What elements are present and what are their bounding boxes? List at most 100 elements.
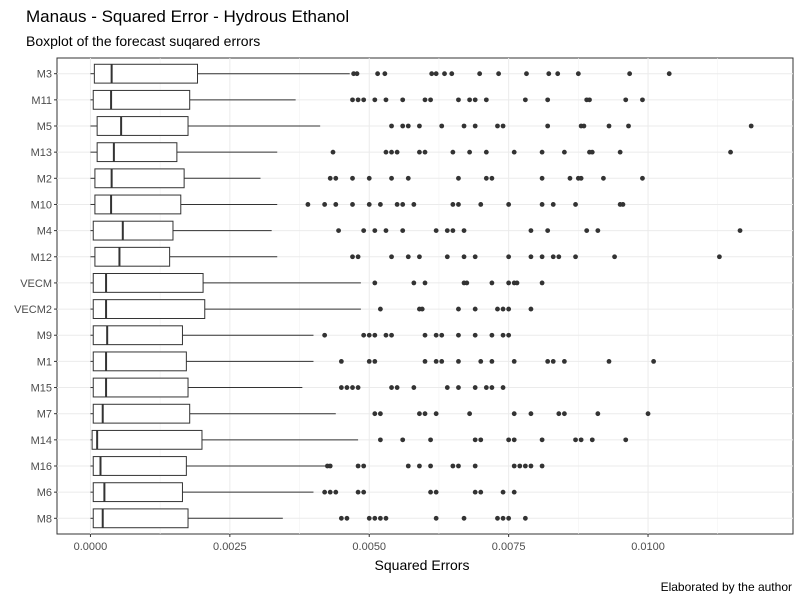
- outlier-point: [449, 71, 455, 77]
- box-iqr: [94, 168, 185, 189]
- outlier-point: [444, 385, 450, 390]
- outlier-point: [461, 254, 467, 260]
- y-tick-label: M9: [37, 330, 52, 342]
- chart-subtitle: Boxplot of the forecast suqared errors: [26, 33, 260, 49]
- outlier-point: [595, 228, 601, 234]
- outlier-point: [350, 254, 355, 260]
- box-M4: [90, 220, 743, 241]
- outlier-point: [417, 411, 422, 417]
- outlier-point: [400, 97, 406, 103]
- box-iqr: [92, 377, 189, 398]
- outlier-point: [546, 71, 552, 77]
- box-M2: [90, 168, 645, 189]
- chart-caption: Elaborated by the author: [661, 580, 792, 594]
- outlier-point: [338, 515, 344, 521]
- x-tick-label: 0.0000: [74, 541, 108, 553]
- outlier-point: [366, 175, 372, 181]
- y-tick-label: M12: [31, 252, 52, 264]
- outlier-point: [439, 123, 445, 129]
- outlier-point: [456, 175, 461, 181]
- outlier-point: [428, 97, 433, 103]
- outlier-point: [327, 489, 333, 495]
- outlier-point: [511, 463, 517, 469]
- outlier-point: [400, 123, 406, 129]
- outlier-point: [517, 463, 523, 469]
- outlier-point: [561, 358, 567, 364]
- outlier-point: [389, 254, 394, 260]
- outlier-point: [623, 437, 629, 443]
- outlier-point: [389, 123, 394, 129]
- box-iqr: [94, 194, 182, 215]
- outlier-point: [506, 515, 512, 521]
- outlier-point: [472, 306, 478, 312]
- outlier-point: [528, 228, 534, 234]
- outlier-point: [506, 202, 512, 207]
- outlier-point: [500, 489, 506, 495]
- outlier-point: [575, 71, 581, 77]
- outlier-point: [439, 358, 445, 364]
- outlier-point: [351, 71, 357, 77]
- outlier-point: [444, 254, 450, 260]
- outlier-point: [472, 489, 478, 495]
- outlier-point: [539, 254, 545, 260]
- outlier-point: [456, 358, 461, 364]
- outlier-point: [336, 228, 341, 234]
- box-M14: [90, 429, 629, 450]
- outlier-point: [467, 411, 473, 417]
- outlier-point: [338, 358, 344, 364]
- outlier-point: [617, 149, 623, 155]
- outlier-point: [627, 71, 633, 77]
- outlier-point: [428, 437, 433, 443]
- outlier-point: [456, 332, 461, 338]
- outlier-point: [489, 175, 495, 181]
- outlier-point: [375, 71, 381, 77]
- outlier-point: [478, 437, 484, 443]
- outlier-point: [478, 202, 484, 207]
- outlier-point: [539, 437, 545, 443]
- outlier-point: [556, 254, 562, 260]
- outlier-point: [394, 149, 400, 155]
- outlier-point: [717, 254, 722, 260]
- outlier-point: [514, 280, 520, 286]
- outlier-point: [400, 437, 406, 443]
- outlier-point: [333, 202, 339, 207]
- outlier-point: [422, 149, 428, 155]
- y-tick-label: VECM: [20, 278, 52, 290]
- outlier-point: [640, 175, 645, 181]
- outlier-point: [442, 71, 447, 77]
- outlier-point: [405, 254, 411, 260]
- y-tick-label: M13: [31, 147, 52, 159]
- outlier-point: [522, 463, 528, 469]
- outlier-point: [450, 228, 456, 234]
- outlier-point: [322, 202, 328, 207]
- outlier-point: [506, 437, 512, 443]
- outlier-point: [456, 385, 461, 390]
- outlier-point: [623, 97, 629, 103]
- outlier-point: [394, 385, 400, 390]
- outlier-point: [338, 385, 344, 390]
- outlier-point: [456, 463, 461, 469]
- outlier-point: [355, 97, 361, 103]
- y-tick-label: M1: [37, 356, 52, 368]
- outlier-point: [495, 123, 500, 129]
- outlier-point: [578, 175, 584, 181]
- outlier-point: [522, 515, 528, 521]
- outlier-point: [422, 280, 428, 286]
- y-tick-label: M4: [37, 226, 52, 238]
- outlier-point: [366, 358, 372, 364]
- outlier-point: [539, 202, 545, 207]
- outlier-point: [495, 306, 500, 312]
- box-M15: [90, 377, 506, 398]
- outlier-point: [511, 437, 517, 443]
- outlier-point: [333, 175, 339, 181]
- outlier-point: [489, 332, 495, 338]
- outlier-point: [305, 202, 311, 207]
- outlier-point: [361, 489, 367, 495]
- outlier-point: [524, 71, 529, 77]
- outlier-point: [377, 306, 383, 312]
- outlier-point: [411, 280, 417, 286]
- outlier-point: [528, 306, 534, 312]
- y-tick-label: M15: [31, 383, 52, 395]
- outlier-point: [483, 149, 489, 155]
- outlier-point: [450, 149, 456, 155]
